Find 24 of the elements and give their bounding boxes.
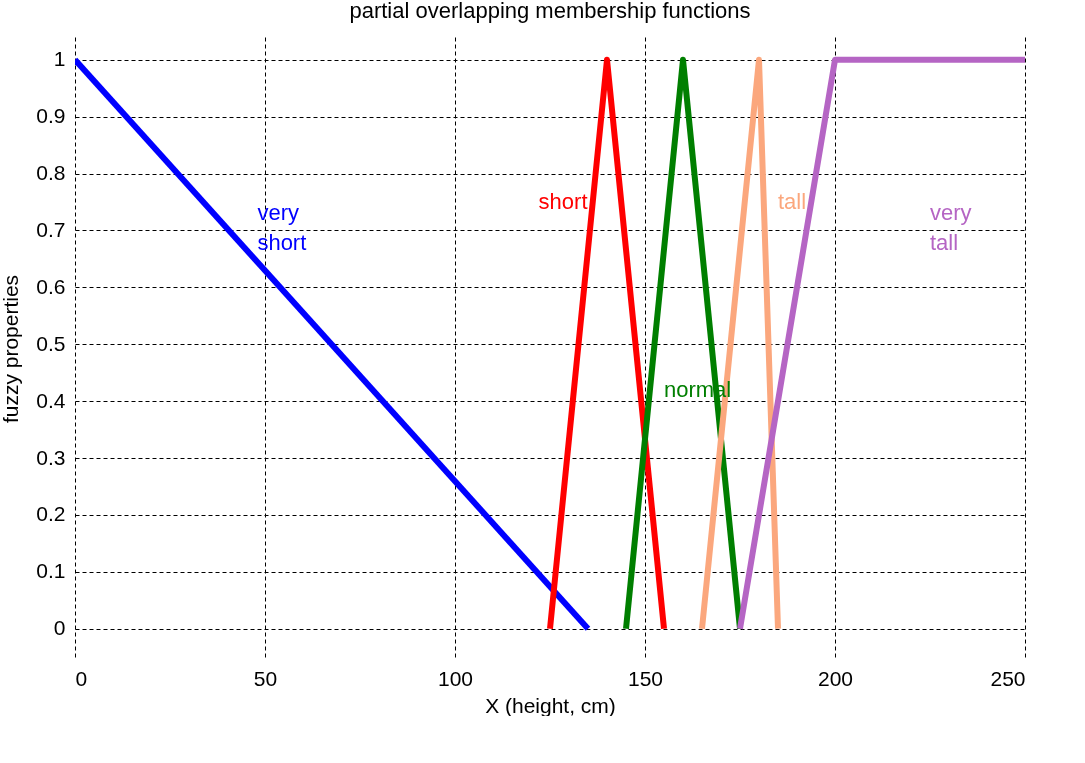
y-axis-title: fuzzy properties bbox=[0, 274, 23, 424]
series-label: tall bbox=[778, 189, 807, 214]
y-tick-label: 0.9 bbox=[36, 104, 66, 128]
y-tick-label: 0.1 bbox=[36, 559, 66, 583]
y-tick-label: 0.4 bbox=[36, 388, 66, 412]
y-tick-label: 0.3 bbox=[36, 445, 66, 469]
y-tick-label: 0.5 bbox=[36, 331, 66, 355]
y-tick-label: 1 bbox=[53, 47, 66, 71]
x-axis-title: X (height, cm) bbox=[485, 693, 616, 717]
text: very tall bbox=[930, 200, 972, 256]
x-tick-label: 200 bbox=[817, 666, 854, 690]
x-tick-label: 0 bbox=[75, 666, 88, 690]
y-tick-label: 0.7 bbox=[36, 217, 66, 241]
y-tick-label: 0.6 bbox=[36, 274, 66, 298]
x-tick-label: 150 bbox=[627, 666, 664, 690]
x-tick-label: 50 bbox=[253, 666, 278, 690]
series-label: very short bbox=[257, 200, 307, 256]
y-tick-label: 0 bbox=[53, 616, 66, 640]
chart-title: partial overlapping membership functions bbox=[349, 0, 751, 23]
y-tick-label: 0.2 bbox=[36, 502, 66, 526]
x-tick-label: 100 bbox=[437, 666, 474, 690]
x-tick-label: 250 bbox=[990, 666, 1026, 690]
y-tick-label: 0.8 bbox=[36, 161, 66, 185]
series-label: short bbox=[538, 189, 588, 214]
